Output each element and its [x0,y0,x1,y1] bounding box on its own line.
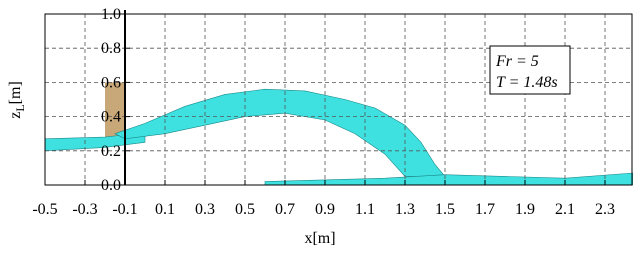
x-tick-label: -0.1 [112,201,137,218]
jet [115,89,445,176]
bottom-layer [265,173,633,185]
x-tick-label: 2.3 [595,201,615,218]
x-tick-label: 1.5 [435,201,455,218]
x-tick-label: -0.5 [32,201,57,218]
y-label-unit: [m] [7,81,24,104]
simulation-snapshot [45,82,633,185]
chart: zL[m] -0.5 -0.3 -0.1 0.1 0.3 0.5 0.7 0.9 1.1 1.3 1… [0,0,633,253]
x-tick-label: 1.9 [515,201,535,218]
x-tick-label: 0.3 [195,201,215,218]
x-tick-label: 1.1 [355,201,375,218]
x-axis-label: x[m] [304,230,335,247]
y-label-main: z [7,112,24,119]
y-tick-label: 0.6 [101,74,121,91]
x-tick-label: 0.9 [315,201,335,218]
annotation: Fr = 5 [495,53,539,70]
y-tick-label: 0.8 [101,40,121,57]
y-axis-label: zL[m] [7,81,27,119]
y-label-sub: L [13,104,27,111]
x-tick-label: 1.7 [475,201,495,218]
x-tick-label: -0.3 [72,201,97,218]
x-tick-label: 0.7 [275,201,295,218]
y-tick-label: 0.4 [101,109,121,126]
annotation: T = 1.48s [496,74,558,91]
y-tick-label: 0.2 [101,143,121,160]
x-tick-label: 1.3 [395,201,415,218]
x-tick-label: 2.1 [555,201,575,218]
x-tick-label: 0.1 [155,201,175,218]
x-tick-label: 0.5 [235,201,255,218]
